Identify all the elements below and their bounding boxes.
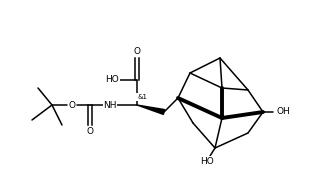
Text: &1: &1 — [137, 94, 147, 100]
Text: O: O — [133, 47, 141, 56]
Text: O: O — [69, 101, 75, 110]
Text: HO: HO — [200, 156, 214, 165]
Polygon shape — [137, 105, 165, 114]
Text: OH: OH — [276, 107, 290, 116]
Text: NH: NH — [103, 101, 117, 110]
Text: O: O — [87, 127, 94, 136]
Text: HO: HO — [105, 76, 119, 84]
